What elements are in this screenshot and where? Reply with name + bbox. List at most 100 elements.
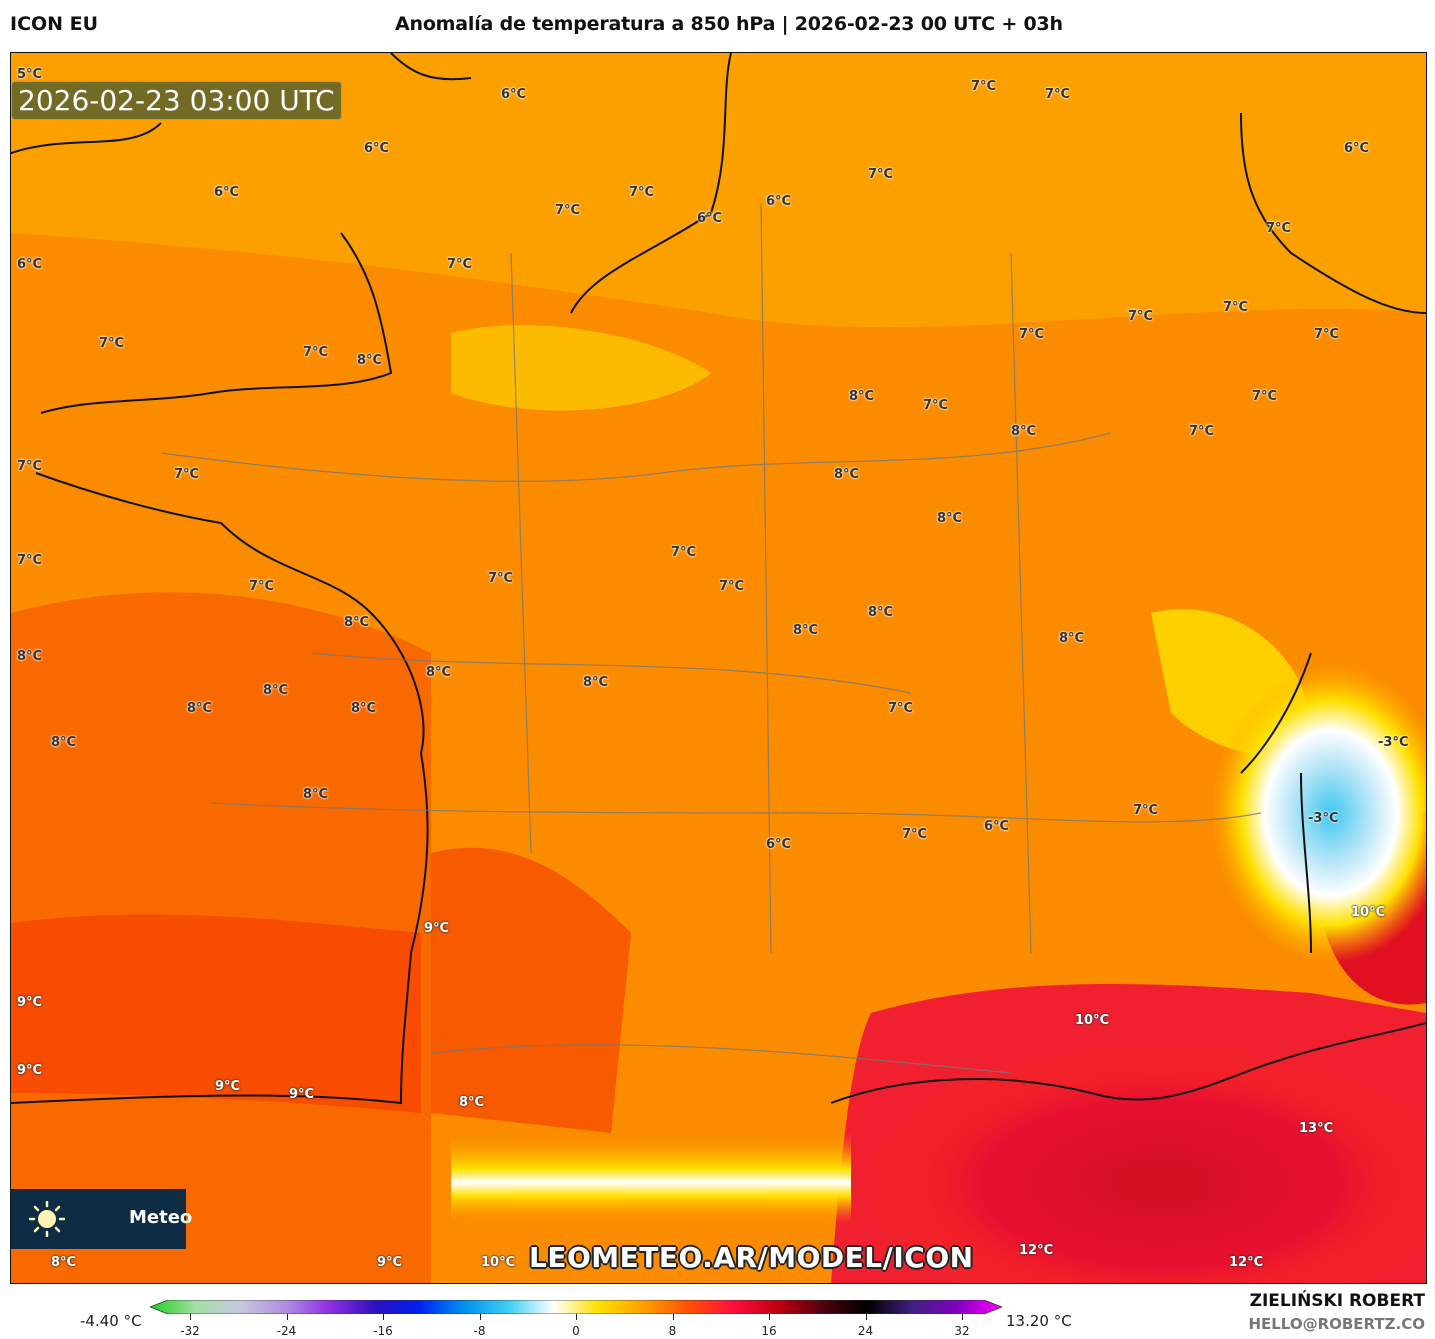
isotherm-label: 7°C [17,459,43,474]
isotherm-label: 6°C [501,87,527,102]
colorbar-tick-mark [576,1314,577,1320]
colorbar-tick-mark [769,1314,770,1320]
colorbar-tick-label: -16 [373,1324,393,1338]
isotherm-label: 8°C [17,649,43,664]
colorbar-tick-mark [962,1314,963,1320]
isotherm-label: 7°C [1189,424,1215,439]
colorbar-tick-mark [190,1314,191,1320]
isotherm-label: 8°C [1011,424,1037,439]
temperature-anomaly-map[interactable]: 2026-02-23 03:00 UTC 5°C 6°C 6°C 6°C 7°C 7°C 6… [10,52,1427,1284]
isotherm-label: 7°C [1266,221,1292,236]
isotherm-label: 8°C [1059,631,1085,646]
isotherm-label: 7°C [1045,87,1071,102]
isotherm-label: 13°C [1299,1121,1334,1136]
colorbar-min-value: -4.40 °C [80,1312,142,1330]
colorbar-tick-mark [286,1314,288,1320]
isotherm-label: 9°C [289,1087,315,1102]
author-name: ZIELIŃSKI ROBERT [1249,1291,1425,1311]
isotherm-label: 8°C [849,389,875,404]
isotherm-label: 7°C [719,579,745,594]
colorbar-tick-label: 8 [668,1324,677,1338]
isotherm-label: 7°C [629,185,655,200]
isotherm-label: 7°C [1314,327,1340,342]
isotherm-label: 7°C [1128,309,1154,324]
isotherm-label: 8°C [303,787,329,802]
isotherm-label: 8°C [187,701,213,716]
isotherm-label: 7°C [1252,389,1278,404]
isotherm-label: 8°C [834,467,860,482]
isotherm-label: 8°C [868,605,894,620]
isotherm-label: 8°C [344,615,370,630]
isotherm-label: 8°C [793,623,819,638]
colorbar-tick-label: -8 [473,1324,486,1338]
brand-text: Meteo [129,1207,193,1228]
isotherm-label: 9°C [17,1063,43,1078]
isotherm-label: 6°C [214,185,240,200]
isotherm-label: 7°C [971,79,997,94]
isotherm-label: 7°C [17,553,43,568]
colorbar-tick-label: 16 [761,1324,777,1338]
isotherm-label: 7°C [1019,327,1045,342]
isotherm-label: 7°C [1133,803,1159,818]
isotherm-label: 8°C [583,675,609,690]
isotherm-label: -3°C [1308,811,1339,826]
isotherm-label: 6°C [364,141,390,156]
isotherm-label: 5°C [17,67,43,82]
isotherm-label: 7°C [555,203,581,218]
isotherm-label: 10°C [1351,905,1386,920]
isotherm-label: -3°C [1378,735,1409,750]
colorbar-tick-label: 32 [954,1324,970,1338]
isotherm-label: 6°C [697,211,723,226]
isotherm-label: 8°C [459,1095,485,1110]
colorbar-tick-label: -24 [276,1324,297,1338]
isotherm-label: 6°C [984,819,1010,834]
isotherm-label: 8°C [937,511,963,526]
colorbar-tick-label: 0 [572,1324,580,1338]
isotherm-label: 6°C [17,257,43,272]
colorbar-tick-mark [865,1314,867,1320]
isotherm-label: 12°C [1229,1255,1264,1270]
isotherm-label: 8°C [51,1255,77,1270]
isotherm-label: 7°C [671,545,697,560]
map-field [11,53,1426,1283]
isotherm-label: 7°C [902,827,928,842]
colorbar-tick-mark [479,1314,481,1320]
watermark-url: LEOMETEO.AR/MODEL/ICON [529,1241,974,1274]
isotherm-label: 12°C [1019,1243,1054,1258]
isotherm-label: 8°C [426,665,452,680]
valid-time-badge: 2026-02-23 03:00 UTC [11,81,342,120]
isotherm-label: 10°C [481,1255,516,1270]
colorbar-tick-label: -32 [180,1324,200,1338]
brand-box[interactable]: Meteo [11,1189,192,1249]
isotherm-label: 7°C [249,579,275,594]
isotherm-label: 9°C [17,995,43,1010]
chart-title: Anomalía de temperatura a 850 hPa | 2026… [395,13,1063,35]
isotherm-label: 6°C [1344,141,1370,156]
isotherm-label: 9°C [215,1079,241,1094]
isotherm-label: 10°C [1075,1013,1110,1028]
colorbar [150,1300,1002,1314]
isotherm-label: 7°C [174,467,200,482]
isotherm-label: 7°C [488,571,514,586]
colorbar-tick-label: 24 [857,1324,874,1338]
isotherm-label: 6°C [766,837,792,852]
colorbar-max-value: 13.20 °C [1006,1312,1072,1330]
isotherm-label: 8°C [351,701,377,716]
isotherm-label: 7°C [888,701,914,716]
model-name: ICON EU [10,13,99,35]
colorbar-tick-mark [383,1314,384,1320]
isotherm-label: 8°C [51,735,77,750]
isotherm-label: 7°C [923,398,949,413]
colorbar-tick-mark [672,1314,674,1320]
isotherm-label: 7°C [99,336,125,351]
isotherm-label: 8°C [263,683,289,698]
isotherm-label: 7°C [868,167,894,182]
isotherm-label: 9°C [424,921,450,936]
isotherm-label: 8°C [357,353,383,368]
isotherm-label: 6°C [766,194,792,209]
isotherm-label: 7°C [1223,300,1249,315]
sun-icon [29,1201,65,1237]
author-email[interactable]: HELLO@ROBERTZ.CO [1248,1315,1425,1333]
isotherm-label: 7°C [303,345,329,360]
isotherm-label: 9°C [377,1255,403,1270]
